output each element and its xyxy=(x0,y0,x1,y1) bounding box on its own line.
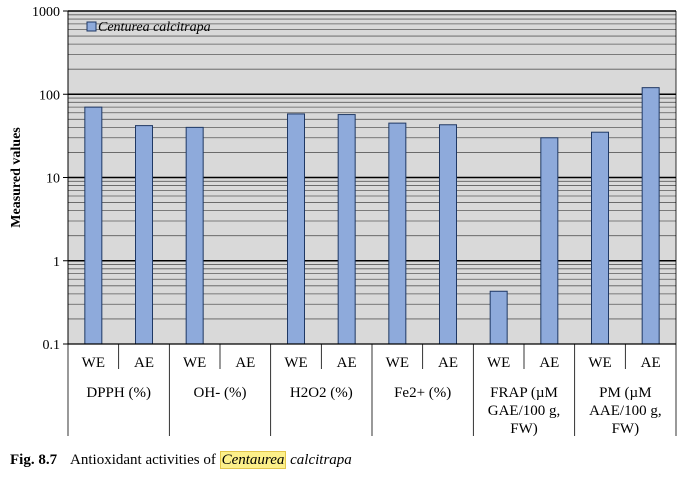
gridlines xyxy=(68,10,676,320)
x-category-label: WE xyxy=(183,355,206,371)
bar xyxy=(439,124,457,345)
y-axis-label: Measured values xyxy=(9,127,24,228)
x-group-label: Fe2+ (%) xyxy=(394,385,451,401)
x-group-label: DPPH (%) xyxy=(86,385,151,401)
bar xyxy=(135,125,153,345)
figure-caption: Fig. 8.7 Antioxidant activities of Centa… xyxy=(10,451,352,469)
caption-text: Antioxidant activities of xyxy=(70,452,216,468)
x-category-label: AE xyxy=(134,355,154,371)
bar xyxy=(489,290,508,345)
x-category-label: AE xyxy=(641,355,661,371)
bar xyxy=(388,122,407,345)
y-tick-label: 10 xyxy=(46,172,60,187)
bar xyxy=(84,106,103,345)
x-category-label: WE xyxy=(284,355,307,371)
y-tick-label: 100 xyxy=(39,88,60,103)
bar xyxy=(287,113,305,345)
caption-species: calcitrapa xyxy=(290,452,352,468)
y-tick-label: 1 xyxy=(53,255,60,270)
x-group-label: AAE/100 g, xyxy=(589,403,662,419)
x-group-label: FW) xyxy=(612,421,640,437)
x-category-label: WE xyxy=(588,355,611,371)
x-group-label: FRAP (µM xyxy=(490,385,558,401)
chart: 0.1 1 10 100 1000 Measured values WE AE DPPH (%… xyxy=(9,5,677,437)
x-group-label: PM (µM xyxy=(599,385,651,401)
caption-highlight: Centaurea xyxy=(219,451,287,469)
x-category-label: AE xyxy=(337,355,357,371)
x-category-label: AE xyxy=(235,355,255,371)
bar xyxy=(540,137,559,345)
x-group-label: FW) xyxy=(510,421,538,437)
x-category-label: AE xyxy=(539,355,559,371)
bar xyxy=(591,131,609,345)
x-category-label: WE xyxy=(386,355,409,371)
y-tick-label: 0.1 xyxy=(43,338,61,353)
legend-swatch xyxy=(86,21,97,32)
bars xyxy=(84,87,660,345)
legend-label: Centurea calcitrapa xyxy=(98,20,211,35)
x-axis: WE AE DPPH (%) WE AE OH- (%) WE AE H2O2 (%) WE AE F… xyxy=(67,343,677,437)
x-group-label: OH- (%) xyxy=(194,385,247,401)
x-group-label: GAE/100 g, xyxy=(488,403,561,419)
x-category-label: WE xyxy=(82,355,105,371)
figure-number: Fig. 8.7 xyxy=(10,452,58,468)
x-category-label: AE xyxy=(438,355,458,371)
bar xyxy=(337,114,356,345)
legend: Centurea calcitrapa xyxy=(86,20,211,35)
x-group-label: H2O2 (%) xyxy=(290,385,353,401)
x-category-label: WE xyxy=(487,355,510,371)
y-tick-label: 1000 xyxy=(32,5,60,20)
bar xyxy=(185,126,204,345)
bar xyxy=(641,87,660,345)
y-axis: 0.1 1 10 100 1000 Measured values xyxy=(9,5,677,353)
